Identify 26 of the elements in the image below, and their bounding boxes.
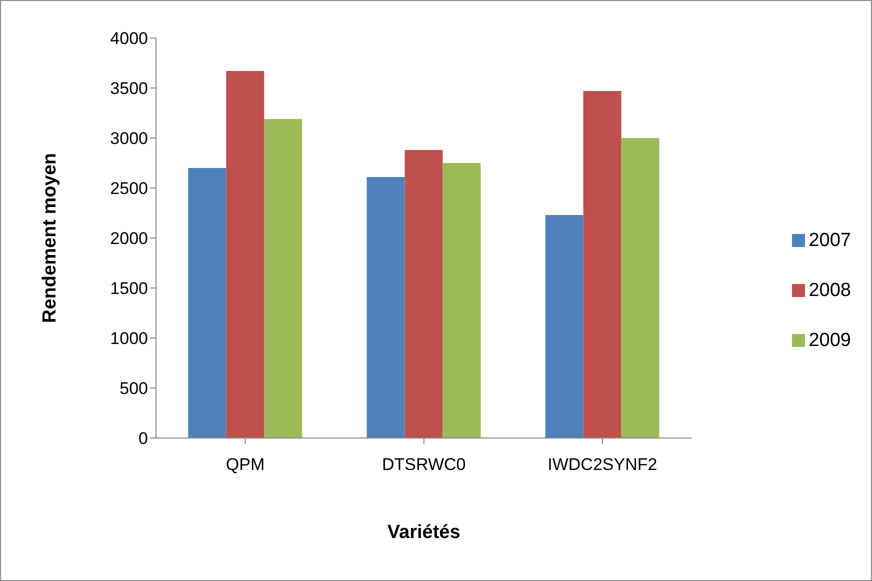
legend-label: 2007 bbox=[808, 230, 851, 250]
y-tick-label: 4000 bbox=[110, 29, 148, 48]
bar bbox=[583, 91, 622, 438]
y-tick-label: 3000 bbox=[110, 129, 148, 148]
x-tick-label: IWDC2SYNF2 bbox=[548, 455, 658, 474]
legend-label: 2009 bbox=[808, 330, 851, 350]
bar bbox=[366, 177, 405, 438]
bar bbox=[621, 138, 660, 438]
x-tick-label: QPM bbox=[226, 455, 265, 474]
y-tick-label: 1000 bbox=[110, 329, 148, 348]
y-axis-title: Rendement moyen bbox=[40, 153, 61, 323]
legend-label: 2008 bbox=[808, 280, 851, 300]
bar bbox=[226, 71, 264, 438]
x-tick-label: DTSRWC0 bbox=[382, 455, 466, 474]
y-tick-label: 2500 bbox=[110, 179, 148, 198]
bar bbox=[188, 168, 226, 438]
bar bbox=[404, 150, 443, 438]
y-tick-label: 0 bbox=[138, 429, 148, 448]
bar bbox=[545, 215, 584, 438]
bar bbox=[264, 119, 302, 438]
y-tick-label: 500 bbox=[120, 379, 148, 398]
bar bbox=[442, 163, 481, 438]
y-tick-label: 3500 bbox=[110, 79, 148, 98]
y-tick-label: 1500 bbox=[110, 279, 148, 298]
x-axis-title: Variétés bbox=[387, 522, 460, 543]
y-tick-label: 2000 bbox=[110, 229, 148, 248]
